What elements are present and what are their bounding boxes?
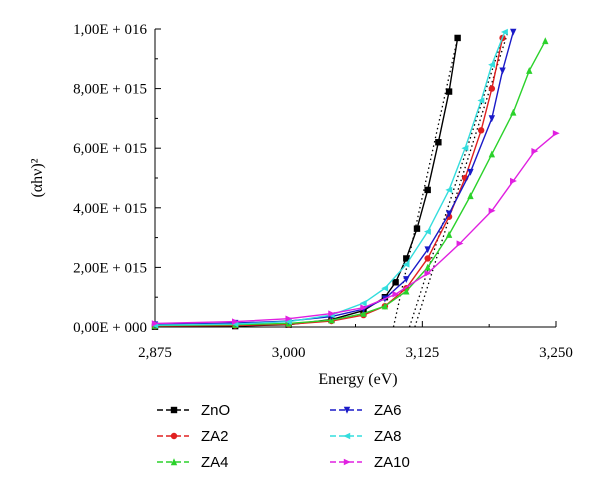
data-point: [285, 315, 293, 322]
data-point: [552, 130, 560, 137]
series-line: [154, 40, 546, 327]
y-tick-label: 1,00E + 016: [73, 22, 147, 38]
legend-item-za8: ZA8: [330, 428, 402, 445]
y-tick-label: 8,00E + 015: [73, 82, 147, 98]
data-point: [445, 210, 453, 218]
data-point: [456, 240, 464, 247]
data-point: [360, 304, 368, 311]
data-point: [359, 299, 367, 307]
legend-label: ZnO: [201, 402, 230, 419]
data-point: [343, 458, 351, 466]
data-point: [381, 285, 389, 292]
series-za6: [151, 28, 517, 329]
legend-label: ZA10: [374, 454, 410, 471]
data-point: [467, 192, 474, 200]
data-point: [170, 458, 178, 466]
series-za4: [151, 37, 549, 329]
data-point: [284, 318, 292, 325]
data-point: [423, 228, 431, 235]
data-point: [526, 67, 533, 74]
data-point: [488, 85, 496, 92]
data-point: [424, 270, 432, 277]
data-point: [424, 246, 431, 254]
data-point: [488, 150, 496, 158]
data-point: [510, 28, 517, 36]
data-point: [542, 37, 549, 45]
data-point: [424, 255, 431, 262]
y-tick-label: 6,00E + 015: [73, 141, 147, 157]
data-point: [445, 230, 453, 238]
x-tick-label: 2,875: [138, 345, 172, 361]
x-tick-label: 3,125: [405, 345, 439, 361]
data-point: [499, 67, 506, 75]
data-point: [445, 88, 453, 95]
data-point: [403, 276, 410, 284]
data-point: [488, 61, 496, 68]
data-point: [232, 318, 239, 325]
legend-item-za4: ZA4: [157, 454, 229, 471]
series-za10: [151, 130, 560, 327]
tick-labels: 0,00E + 000 2,00E + 015 4,00E + 015 6,00E +…: [73, 22, 573, 361]
fit-line: [414, 31, 509, 328]
data-point: [477, 97, 485, 104]
data-point: [467, 168, 474, 176]
data-point: [392, 279, 399, 286]
series-line: [154, 31, 514, 326]
data-point: [510, 177, 517, 185]
legend-label: ZA6: [374, 402, 402, 419]
legend-label: ZA4: [201, 454, 229, 471]
data-point: [500, 28, 508, 36]
series-za8: [151, 28, 508, 329]
data-point: [403, 287, 410, 295]
legend-item-za10: ZA10: [330, 454, 410, 471]
data-point: [435, 139, 442, 146]
series-zno: [151, 34, 461, 330]
data-point: [413, 225, 421, 232]
legend-label: ZA2: [201, 428, 229, 445]
x-axis-title: Energy (eV): [318, 371, 397, 388]
data-point: [328, 310, 336, 317]
x-tick-label: 3,250: [539, 345, 573, 361]
series-line: [154, 132, 557, 325]
data-point: [170, 432, 178, 440]
y-tick-label: 2,00E + 015: [73, 260, 147, 276]
y-tick-label: 0,00E + 000: [73, 320, 147, 336]
data-point: [151, 320, 159, 327]
legend: ZnO ZA2 ZA4 ZA6 ZA8 ZA10: [157, 402, 410, 471]
data-point: [402, 261, 410, 268]
axes: [154, 28, 557, 328]
data-point: [381, 302, 389, 310]
data-point: [392, 291, 400, 298]
fit-line: [392, 37, 459, 328]
data-point: [170, 406, 178, 414]
data-point: [454, 34, 461, 42]
y-tick-label: 4,00E + 015: [73, 201, 147, 217]
legend-item-za2: ZA2: [157, 428, 229, 445]
data-point: [424, 263, 431, 271]
legend-label: ZA8: [374, 428, 402, 445]
data-point: [424, 186, 431, 194]
data-point: [531, 147, 539, 155]
data-point: [360, 309, 367, 317]
data-point: [461, 145, 469, 152]
tangent-fit-lines: [392, 31, 509, 328]
legend-item-za6: ZA6: [330, 402, 402, 419]
data-point: [343, 406, 351, 414]
data-point: [488, 207, 496, 214]
data-point: [477, 127, 485, 134]
data-point: [510, 108, 517, 116]
data-point: [403, 255, 410, 262]
data-point: [343, 432, 351, 440]
fit-line: [408, 37, 504, 328]
data-point: [445, 186, 453, 194]
series-layer: [151, 28, 560, 330]
y-axis-title: (αhν)²: [29, 158, 46, 197]
x-tick-label: 3,000: [272, 345, 306, 361]
legend-item-zno: ZnO: [157, 402, 230, 419]
data-point: [488, 115, 496, 123]
